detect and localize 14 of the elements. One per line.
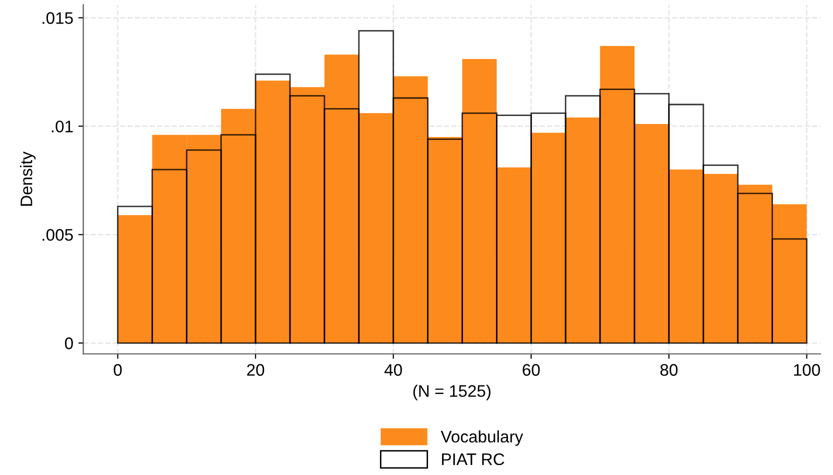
- y-tick-label: .01: [52, 120, 73, 132]
- y-axis-title: Density: [20, 152, 36, 206]
- x-tick-label: 60: [522, 364, 540, 376]
- x-tick-label: 80: [660, 364, 678, 376]
- y-tick-label: .015: [42, 12, 73, 24]
- x-tick-label: 0: [114, 364, 122, 376]
- x-tick-label: 100: [794, 364, 820, 376]
- legend-label: PIAT RC: [442, 453, 504, 466]
- legend-label: Vocabulary: [440, 430, 524, 446]
- x-axis-title: (N = 1525): [413, 384, 490, 400]
- y-tick-label: 0: [64, 337, 73, 350]
- x-tick-label: 20: [247, 364, 264, 376]
- y-tick-label: .005: [42, 229, 73, 241]
- x-tick-label: 40: [384, 364, 402, 376]
